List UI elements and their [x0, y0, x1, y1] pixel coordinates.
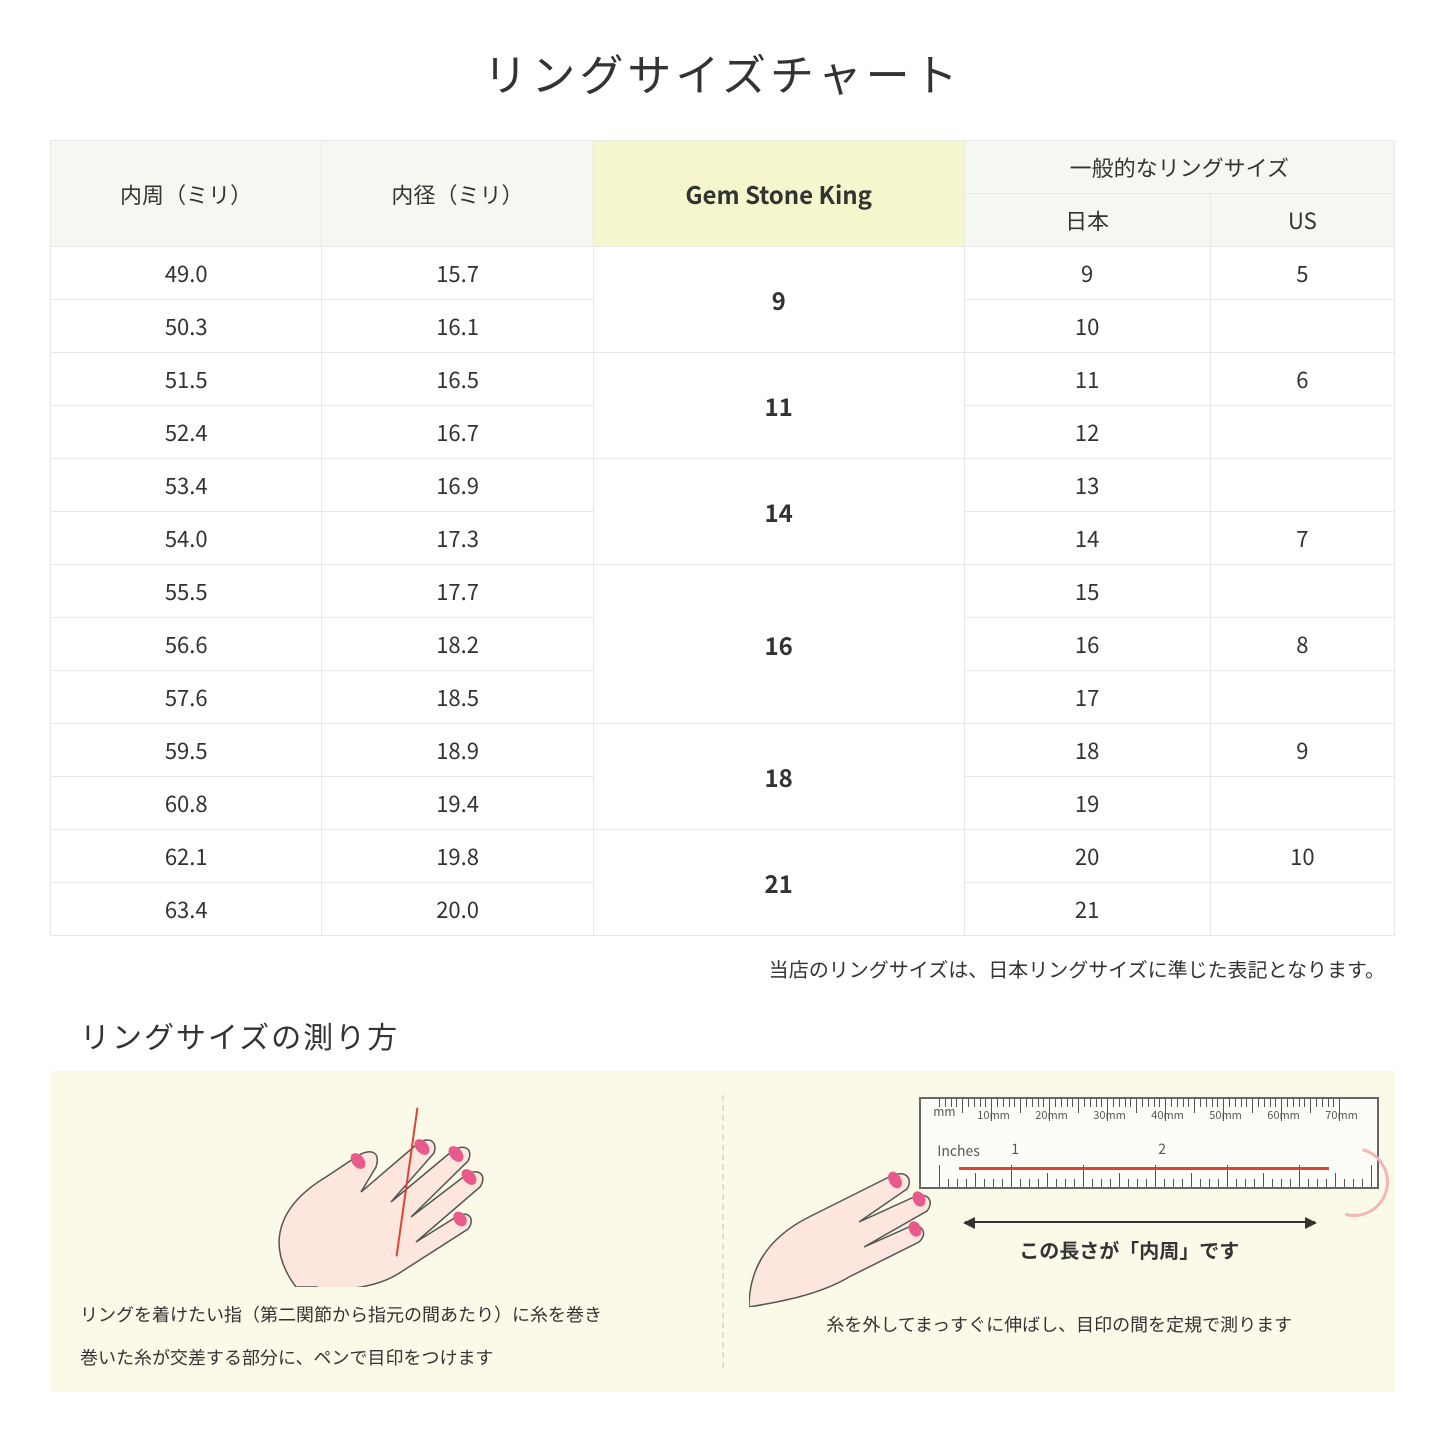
cell-diameter: 16.9 — [322, 459, 593, 512]
cell-us — [1210, 565, 1394, 618]
cell-circumference: 55.5 — [51, 565, 322, 618]
cell-us — [1210, 406, 1394, 459]
ruler-inch-tick: 1 — [1011, 1139, 1019, 1159]
footnote: 当店のリングサイズは、日本リングサイズに準じた表記となります。 — [50, 954, 1385, 983]
cell-diameter: 18.5 — [322, 671, 593, 724]
cell-japan: 13 — [964, 459, 1210, 512]
hand-illustration-left — [176, 1097, 596, 1287]
step2-caption: 糸を外してまっすぐに伸ばし、目印の間を定規で測ります — [754, 1309, 1366, 1340]
cell-japan: 16 — [964, 618, 1210, 671]
cell-japan: 15 — [964, 565, 1210, 618]
cell-us: 8 — [1210, 618, 1394, 671]
cell-diameter: 16.5 — [322, 353, 593, 406]
measure-title: リングサイズの測り方 — [80, 1013, 1395, 1057]
cell-gsk: 18 — [593, 724, 964, 830]
table-row: 62.119.8212010 — [51, 830, 1395, 883]
cell-japan: 9 — [964, 247, 1210, 300]
cell-circumference: 56.6 — [51, 618, 322, 671]
cell-circumference: 57.6 — [51, 671, 322, 724]
cell-diameter: 17.3 — [322, 512, 593, 565]
hand-illustration-right — [749, 1157, 969, 1307]
cell-us: 10 — [1210, 830, 1394, 883]
th-common: 一般的なリングサイズ — [964, 141, 1394, 194]
cell-diameter: 18.9 — [322, 724, 593, 777]
cell-japan: 18 — [964, 724, 1210, 777]
step1-caption-line1: リングを着けたい指（第二関節から指元の間あたり）に糸を巻き — [80, 1299, 692, 1330]
cell-circumference: 60.8 — [51, 777, 322, 830]
cell-japan: 19 — [964, 777, 1210, 830]
ring-size-table: 内周（ミリ） 内径（ミリ） Gem Stone King 一般的なリングサイズ … — [50, 140, 1395, 936]
cell-japan: 11 — [964, 353, 1210, 406]
cell-circumference: 53.4 — [51, 459, 322, 512]
cell-japan: 12 — [964, 406, 1210, 459]
cell-us — [1210, 883, 1394, 936]
cell-us — [1210, 300, 1394, 353]
cell-japan: 10 — [964, 300, 1210, 353]
ruler-mm-tick: 50mm — [1209, 1107, 1242, 1123]
table-row: 55.517.71615 — [51, 565, 1395, 618]
cell-gsk: 16 — [593, 565, 964, 724]
cell-gsk: 11 — [593, 353, 964, 459]
arrow-label: この長さが「内周」です — [1019, 1235, 1239, 1264]
measure-step-2: mm Inches 10mm20mm30mm40mm50mm60mm70mm12… — [724, 1071, 1396, 1392]
cell-diameter: 18.2 — [322, 618, 593, 671]
ruler-illustration: mm Inches 10mm20mm30mm40mm50mm60mm70mm12 — [919, 1097, 1379, 1189]
ruler-mm-tick: 30mm — [1093, 1107, 1126, 1123]
ruler-mm-tick: 40mm — [1151, 1107, 1184, 1123]
cell-diameter: 19.4 — [322, 777, 593, 830]
table-row: 49.015.7995 — [51, 247, 1395, 300]
step1-caption-line2: 巻いた糸が交差する部分に、ペンで目印をつけます — [80, 1342, 692, 1373]
measure-step-1: リングを着けたい指（第二関節から指元の間あたり）に糸を巻き 巻いた糸が交差する部… — [50, 1071, 722, 1392]
cell-us: 6 — [1210, 353, 1394, 406]
cell-gsk: 9 — [593, 247, 964, 353]
cell-us — [1210, 671, 1394, 724]
th-japan: 日本 — [964, 194, 1210, 247]
th-diameter: 内径（ミリ） — [322, 141, 593, 247]
table-row: 53.416.91413 — [51, 459, 1395, 512]
cell-diameter: 15.7 — [322, 247, 593, 300]
cell-us: 7 — [1210, 512, 1394, 565]
cell-diameter: 16.7 — [322, 406, 593, 459]
cell-circumference: 63.4 — [51, 883, 322, 936]
cell-japan: 21 — [964, 883, 1210, 936]
red-thread — [959, 1167, 1329, 1170]
cell-us: 5 — [1210, 247, 1394, 300]
cell-us — [1210, 459, 1394, 512]
ruler-mm-tick: 20mm — [1035, 1107, 1068, 1123]
cell-us — [1210, 777, 1394, 830]
cell-diameter: 16.1 — [322, 300, 593, 353]
table-row: 51.516.511116 — [51, 353, 1395, 406]
cell-circumference: 52.4 — [51, 406, 322, 459]
cell-japan: 20 — [964, 830, 1210, 883]
cell-us: 9 — [1210, 724, 1394, 777]
cell-japan: 17 — [964, 671, 1210, 724]
cell-diameter: 20.0 — [322, 883, 593, 936]
ruler-mm-tick: 60mm — [1267, 1107, 1300, 1123]
th-us: US — [1210, 194, 1394, 247]
cell-circumference: 49.0 — [51, 247, 322, 300]
cell-japan: 14 — [964, 512, 1210, 565]
ruler-inch-tick: 2 — [1158, 1139, 1166, 1159]
cell-diameter: 17.7 — [322, 565, 593, 618]
cell-circumference: 59.5 — [51, 724, 322, 777]
cell-circumference: 54.0 — [51, 512, 322, 565]
cell-circumference: 50.3 — [51, 300, 322, 353]
table-row: 59.518.918189 — [51, 724, 1395, 777]
th-circumference: 内周（ミリ） — [51, 141, 322, 247]
cell-circumference: 51.5 — [51, 353, 322, 406]
cell-circumference: 62.1 — [51, 830, 322, 883]
cell-diameter: 19.8 — [322, 830, 593, 883]
ruler-mm-tick: 70mm — [1325, 1107, 1358, 1123]
cell-gsk: 21 — [593, 830, 964, 936]
measure-panel: リングを着けたい指（第二関節から指元の間あたり）に糸を巻き 巻いた糸が交差する部… — [50, 1071, 1395, 1392]
ruler-mm-tick: 10mm — [977, 1107, 1010, 1123]
cell-gsk: 14 — [593, 459, 964, 565]
measurement-arrow — [965, 1221, 1315, 1223]
page-title: リングサイズチャート — [50, 40, 1395, 104]
th-gsk: Gem Stone King — [593, 141, 964, 247]
